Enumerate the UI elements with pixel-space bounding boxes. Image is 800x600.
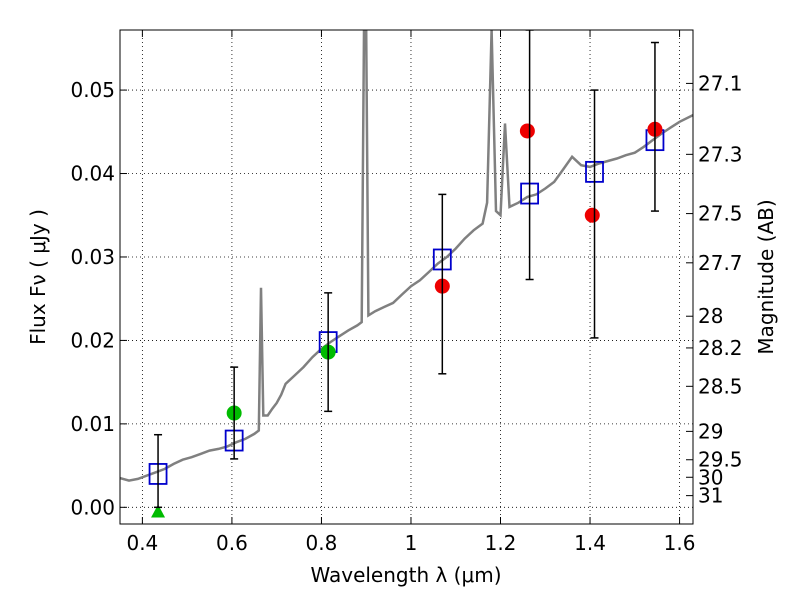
- y2-tick-label: 31: [698, 484, 723, 508]
- plot-frame: [119, 29, 694, 525]
- x-tick-label: 0.8: [306, 531, 338, 555]
- x-tick-label: 0.4: [126, 531, 158, 555]
- y2-tick-label: 27.7: [698, 251, 743, 275]
- plot-area: [120, 30, 693, 524]
- axis-ticks: 0.4 0.6 0.8 1 1.2 1.4 1.6 0.00 0.01 0.02 0.03 0.04 0…: [70, 30, 743, 555]
- data-series: [120, 30, 693, 518]
- y2-tick-label: 27.3: [698, 142, 743, 166]
- y2-tick-label: 28.5: [698, 374, 743, 398]
- x-tick-label: 0.6: [216, 531, 248, 555]
- x-tick-label: 1.4: [574, 531, 606, 555]
- y2-tick-label: 29.5: [698, 448, 743, 472]
- y-axis-label: Flux Fν ( μJy ): [26, 209, 50, 345]
- x-axis-label: Wavelength λ (μm): [310, 563, 501, 587]
- y-tick-label: 0.05: [70, 78, 115, 102]
- upper-limit-triangle-point: [151, 504, 166, 518]
- y2-tick-label: 27.5: [698, 202, 743, 226]
- y-tick-label: 0.02: [70, 328, 115, 352]
- x-tick-label: 1: [405, 531, 418, 555]
- y2-tick-label: 28: [698, 304, 723, 328]
- photometry-circle-point: [584, 207, 600, 223]
- y-tick-label: 0.03: [70, 245, 115, 269]
- y-tick-label: 0.00: [70, 495, 115, 519]
- x-tick-label: 1.2: [485, 531, 517, 555]
- y2-axis-label: Magnitude (AB): [754, 199, 778, 354]
- y-tick-label: 0.04: [70, 162, 115, 186]
- y-tick-label: 0.01: [70, 412, 115, 436]
- y2-tick-label: 27.1: [698, 71, 743, 95]
- photometry-circle-point: [519, 123, 535, 139]
- y2-tick-label: 29: [698, 419, 723, 443]
- series-clip-group: [120, 30, 693, 518]
- y2-tick-label: 28.2: [698, 336, 743, 360]
- x-tick-label: 1.6: [664, 531, 696, 555]
- spectrum-line: [120, 30, 693, 482]
- y2-tick-label: 30: [698, 465, 723, 489]
